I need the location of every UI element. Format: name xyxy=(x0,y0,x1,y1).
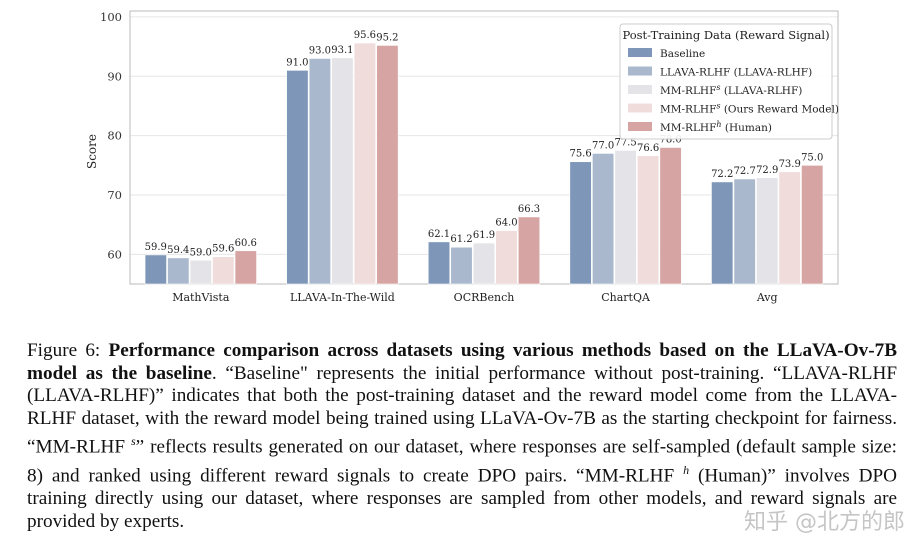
bar xyxy=(234,250,257,285)
bar-data-label: 72.7 xyxy=(734,166,756,177)
legend-entry-main: MM-RLHF xyxy=(660,85,716,97)
y-tick-label: 100 xyxy=(100,10,122,24)
bar-data-label: 75.0 xyxy=(801,152,823,163)
bar-data-label: 93.0 xyxy=(309,45,331,56)
legend-entry-main: Baseline xyxy=(660,48,705,60)
legend-swatch xyxy=(628,66,652,76)
legend-entry: Baseline xyxy=(660,48,705,60)
caption-body-2: ” reflects results generated on our data… xyxy=(27,436,897,487)
bar-data-label: 61.2 xyxy=(450,234,472,245)
legend-swatch xyxy=(628,122,652,131)
bar-data-label: 78.0 xyxy=(659,135,681,146)
bar xyxy=(756,177,779,285)
bar xyxy=(286,70,309,285)
legend-swatch xyxy=(628,85,652,94)
legend-entry-sup: s xyxy=(716,102,720,111)
bar-data-label: 59.4 xyxy=(167,245,189,256)
legend-entry: MM-RLHFh (Human) xyxy=(660,120,772,134)
legend-entry: MM-RLHFs (Ours Reward Model) xyxy=(660,102,839,116)
bar xyxy=(637,155,660,285)
caption-bold-title: Performance comparison across datasets u… xyxy=(27,340,897,384)
bar-data-label: 76.6 xyxy=(637,143,659,154)
x-tick-label: MathVista xyxy=(172,291,230,304)
x-tick-label: LLAVA-In-The-Wild xyxy=(290,291,395,304)
y-tick-label: 90 xyxy=(107,69,122,83)
bar xyxy=(592,153,615,285)
caption-sup-s: s xyxy=(130,434,136,449)
legend-swatch xyxy=(628,48,652,57)
bar xyxy=(189,259,212,285)
bar-data-label: 59.9 xyxy=(145,242,167,253)
bar-data-label: 62.1 xyxy=(428,229,450,240)
legend-entry-main: MM-RLHF xyxy=(660,122,716,134)
bar xyxy=(144,254,167,285)
legend-entry-sup: h xyxy=(716,120,721,129)
caption-prefix: Figure 6: xyxy=(27,340,109,361)
x-tick-label: OCRBench xyxy=(454,291,515,304)
bar-data-label: 66.3 xyxy=(518,204,540,215)
x-tick-label: Avg xyxy=(756,291,778,304)
caption-body-3: (Human)” involves DPO training directly … xyxy=(27,465,898,532)
figure-caption: Figure 6: Performance comparison across … xyxy=(27,340,897,534)
bar xyxy=(212,256,235,285)
bar xyxy=(376,45,399,285)
bar-data-label: 91.0 xyxy=(286,57,308,68)
bar-data-label: 72.2 xyxy=(711,169,733,180)
bar xyxy=(495,230,518,285)
x-tick-label: ChartQA xyxy=(601,291,651,304)
bar xyxy=(801,165,824,285)
bar-data-label: 93.1 xyxy=(331,45,353,56)
legend-entry-main: LLAVA-RLHF (LLAVA-RLHF) xyxy=(660,67,812,79)
bar xyxy=(308,58,331,285)
bar-data-label: 61.9 xyxy=(473,230,495,241)
bar xyxy=(659,147,682,285)
bar xyxy=(711,181,734,285)
bar xyxy=(569,161,592,285)
legend-entry-rest: (Ours Reward Model) xyxy=(720,104,838,116)
legend-box xyxy=(619,23,833,140)
watermark: 知乎 @北方的郎 xyxy=(744,510,905,535)
caption-sup-h: h xyxy=(683,463,690,478)
bar-data-label: 77.5 xyxy=(614,137,636,148)
bar-data-label: 77.0 xyxy=(592,140,614,151)
legend-entry: MM-RLHFs (LLAVA-RLHF) xyxy=(660,83,802,97)
legend-entry-rest: (LLAVA-RLHF) xyxy=(720,85,802,97)
bar-data-label: 72.9 xyxy=(756,165,778,176)
y-tick-label: 80 xyxy=(107,129,122,143)
bar xyxy=(778,171,801,285)
legend-entry-sup: s xyxy=(716,83,720,92)
bar xyxy=(614,150,637,285)
bar xyxy=(167,257,190,285)
bar xyxy=(331,57,354,285)
bar-data-label: 95.6 xyxy=(354,30,376,41)
y-tick-label: 60 xyxy=(107,247,122,261)
bar-data-label: 60.6 xyxy=(235,238,257,249)
bar-data-label: 73.9 xyxy=(779,159,801,170)
bar-data-label: 64.0 xyxy=(495,218,517,229)
bar xyxy=(517,216,541,285)
bar xyxy=(450,246,473,285)
legend-swatch xyxy=(628,103,652,113)
bar-data-label: 59.0 xyxy=(190,247,212,258)
bar-chart: 60 70 80 90 100 Score 59.9 59.4 59.0 59.660.6 Math… xyxy=(85,10,839,304)
y-tick-label: 70 xyxy=(107,188,122,202)
y-axis-label: Score xyxy=(85,134,99,169)
legend-entry-rest: (Human) xyxy=(722,122,772,134)
legend-entry-main: MM-RLHF xyxy=(660,104,716,116)
bar xyxy=(472,242,496,285)
bar xyxy=(353,42,376,285)
legend-title: Post-Training Data (Reward Signal) xyxy=(622,28,829,42)
caption-body-1: . “Baseline" represents the initial perf… xyxy=(27,362,897,458)
bar-data-label: 95.2 xyxy=(376,32,398,43)
bar xyxy=(427,241,451,285)
legend-entry: LLAVA-RLHF (LLAVA-RLHF) xyxy=(660,67,812,79)
bar xyxy=(733,178,756,285)
bar-data-label: 59.6 xyxy=(212,244,234,255)
bar-data-label: 75.6 xyxy=(569,149,591,160)
